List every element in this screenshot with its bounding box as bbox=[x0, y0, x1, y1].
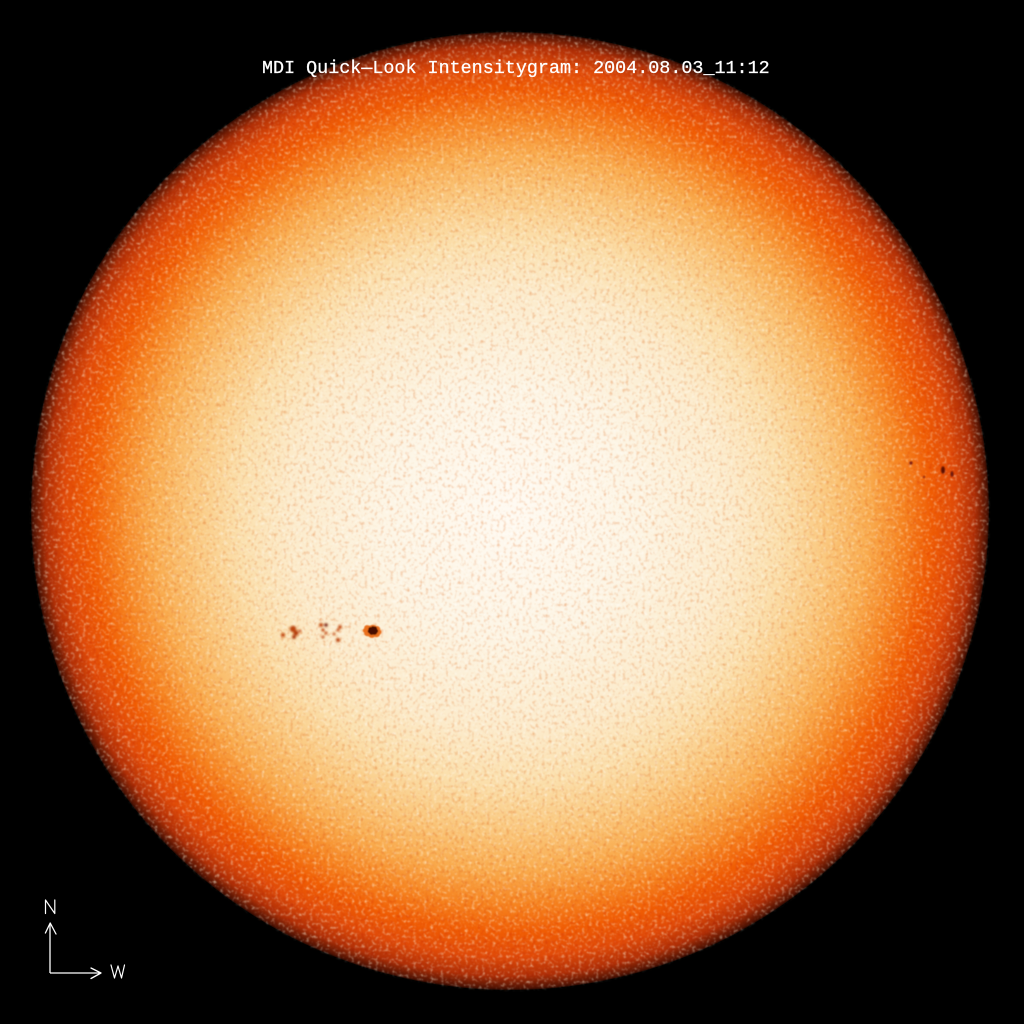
svg-text:MDI Quick—Look Intensitygram:: MDI Quick—Look Intensitygram: 2004.08.03… bbox=[262, 58, 770, 79]
